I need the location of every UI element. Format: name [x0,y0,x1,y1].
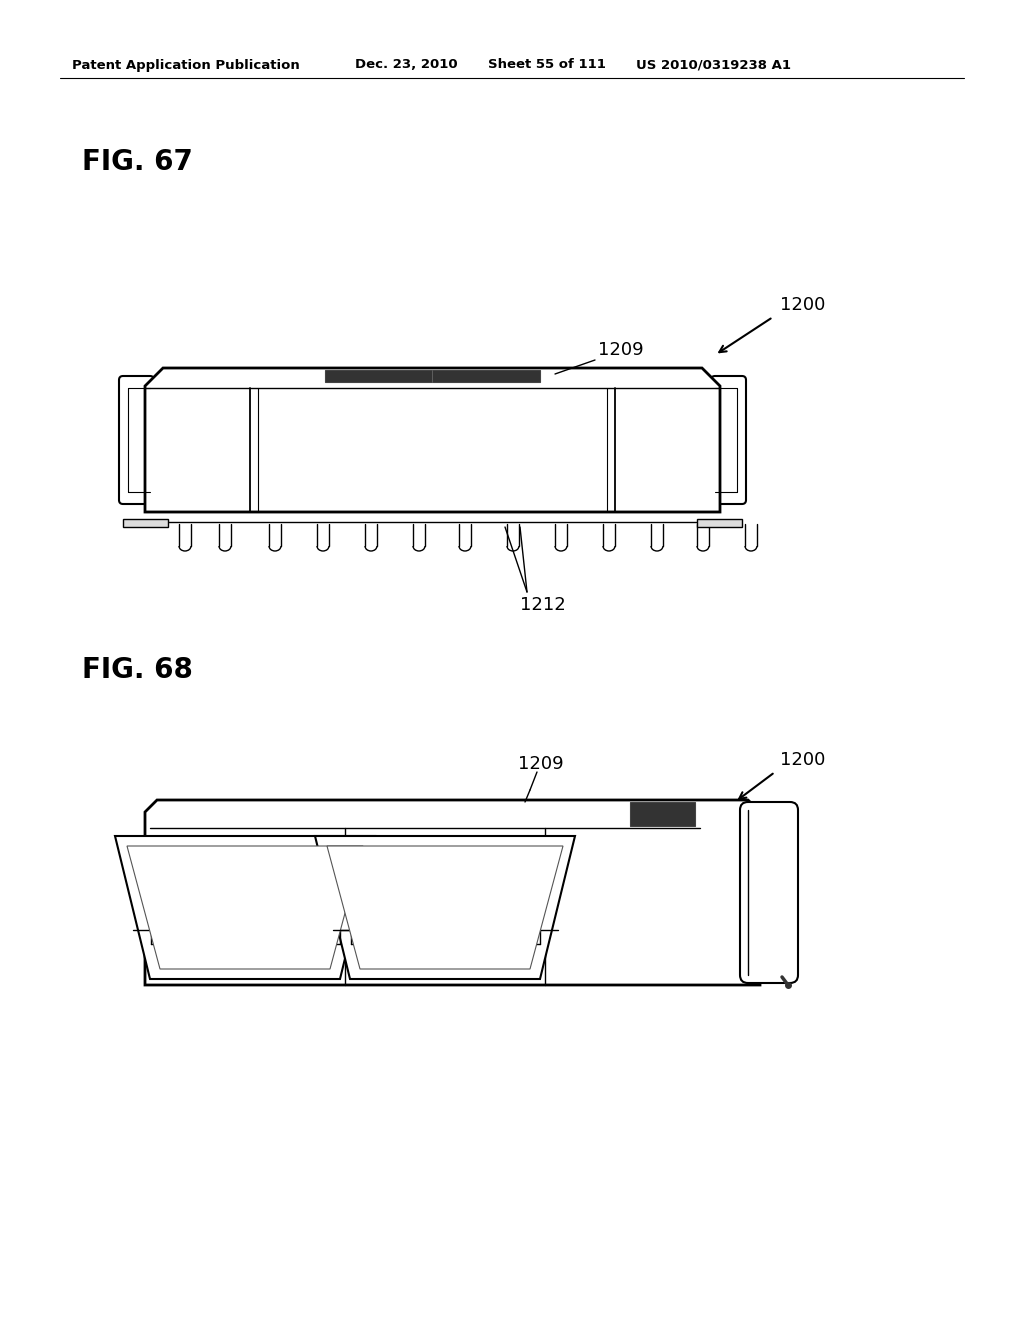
Text: 1209: 1209 [598,341,644,359]
FancyBboxPatch shape [119,376,154,504]
Text: 1200: 1200 [780,751,825,770]
Bar [697,519,742,527]
Text: FIG. 67: FIG. 67 [82,148,193,176]
Text: Dec. 23, 2010: Dec. 23, 2010 [355,58,458,71]
FancyBboxPatch shape [740,803,798,983]
Text: FIG. 68: FIG. 68 [82,656,193,684]
Text: 1200: 1200 [780,296,825,314]
Text: 1212: 1212 [520,597,565,614]
Text: US 2010/0319238 A1: US 2010/0319238 A1 [636,58,791,71]
Text: 1209: 1209 [518,755,563,774]
Bar [325,370,540,381]
Bar [123,519,168,527]
Polygon shape [145,368,720,512]
Polygon shape [145,800,760,985]
Text: Sheet 55 of 111: Sheet 55 of 111 [488,58,606,71]
Polygon shape [127,846,362,969]
Polygon shape [115,836,375,979]
Bar [630,803,695,826]
Text: Patent Application Publication: Patent Application Publication [72,58,300,71]
Polygon shape [327,846,563,969]
Polygon shape [315,836,575,979]
FancyBboxPatch shape [711,376,746,504]
